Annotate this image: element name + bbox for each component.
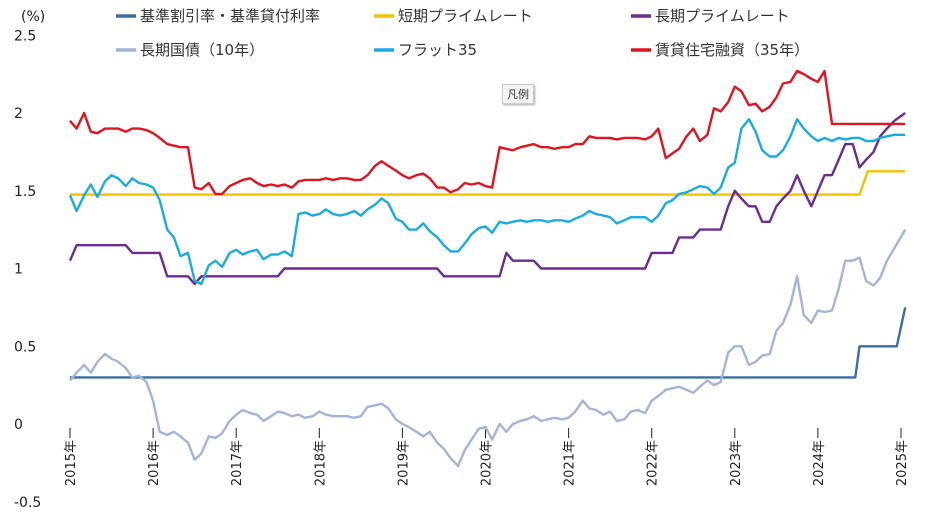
legend-label: 基準割引率・基準貸付利率 [140, 7, 320, 25]
series-line-4 [68, 117, 906, 286]
y-tick-label: 2 [14, 106, 23, 122]
x-tick-label: 2018年 [313, 440, 328, 486]
legend-label: 短期プライムレート [398, 7, 533, 25]
y-tick-label: -0.5 [14, 495, 41, 511]
y-tick-label: 0.5 [14, 339, 36, 355]
x-tick-label: 2022年 [646, 440, 661, 486]
legend-toggle-button[interactable]: 凡例 [502, 84, 534, 104]
y-tick-label: 1 [14, 262, 23, 278]
legend-label: 長期プライムレート [655, 7, 790, 25]
x-tick-label: 2020年 [480, 440, 495, 486]
x-tick-label: 2015年 [64, 440, 79, 486]
x-tick-label: 2019年 [396, 440, 411, 486]
x-tick-label: 2016年 [147, 440, 162, 486]
x-tick-label: 2024年 [812, 440, 827, 486]
series-line-2 [68, 112, 906, 286]
y-tick-label: 0 [14, 417, 23, 433]
y-axis-unit-label: (%) [21, 9, 45, 25]
x-tick-label: 2025年 [895, 440, 910, 486]
x-tick-label: 2021年 [563, 440, 578, 486]
legend-label: 長期国債（10年） [140, 41, 264, 59]
series-lines [68, 69, 907, 468]
legend-label: 賃貸住宅融資（35年） [655, 41, 809, 59]
x-axis-ticks: 2015年 2016年 2017年 2018年 2019年 2020年 2021年 2022年… [64, 428, 910, 486]
y-tick-label: 1.5 [14, 184, 36, 200]
x-tick-label: 2017年 [230, 440, 245, 486]
x-tick-label: 2023年 [729, 440, 744, 486]
series-line-3 [69, 228, 907, 468]
legend-label: フラット35 [398, 41, 477, 59]
y-tick-label: 2.5 [14, 28, 36, 44]
series-line-0 [70, 307, 907, 379]
y-axis-ticks: 2.5 2 1.5 1 0.5 0 -0.5 [14, 28, 41, 511]
series-line-5 [69, 69, 906, 196]
series-line-1 [70, 170, 906, 196]
